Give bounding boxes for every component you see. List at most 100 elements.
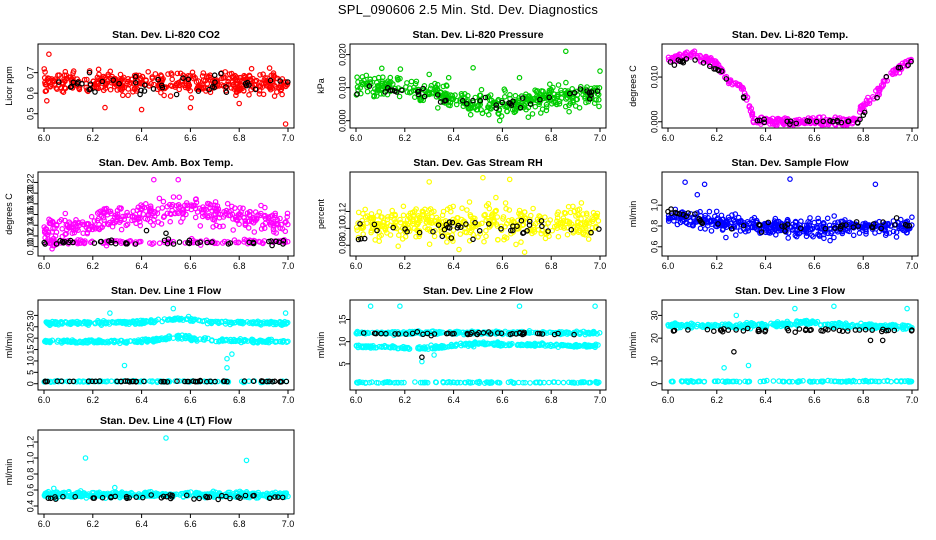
x-tick-label: 6.4	[135, 133, 148, 143]
y-tick-label: 20	[649, 333, 659, 343]
data-point	[423, 379, 429, 386]
data-point	[691, 48, 698, 55]
data-point	[594, 91, 601, 97]
x-tick-label: 7.0	[594, 133, 607, 143]
data-point	[221, 238, 228, 245]
y-tick-label: 0.10	[25, 238, 35, 256]
data-point	[273, 238, 279, 245]
data-point	[402, 233, 409, 240]
data-point	[204, 200, 211, 207]
data-point	[169, 201, 176, 208]
data-point	[219, 336, 226, 342]
data-point	[49, 246, 55, 252]
data-point	[268, 219, 275, 225]
data-point	[492, 208, 499, 215]
x-tick-label: 6.4	[135, 395, 148, 405]
data-point	[277, 379, 284, 385]
x-tick-label: 6.8	[545, 133, 558, 143]
data-point	[132, 241, 139, 247]
data-point	[756, 221, 762, 228]
data-point	[111, 337, 118, 344]
x-tick-label: 6.8	[545, 261, 558, 271]
data-point	[577, 83, 584, 90]
data-point	[562, 103, 569, 110]
x-tick-label: 6.4	[447, 395, 460, 405]
data-point	[522, 379, 529, 386]
data-point	[117, 238, 123, 245]
data-point	[250, 214, 256, 221]
data-point	[278, 221, 285, 228]
data-point	[222, 337, 228, 344]
series-black	[665, 206, 913, 235]
data-point	[867, 378, 874, 385]
data-point	[501, 86, 508, 93]
data-point	[449, 219, 456, 226]
x-tick-label: 6.6	[184, 519, 197, 529]
data-point	[550, 84, 556, 91]
data-point	[113, 319, 119, 326]
data-point	[596, 329, 603, 336]
data-point	[783, 229, 789, 235]
data-point	[568, 379, 575, 386]
data-point	[362, 206, 369, 213]
data-point	[547, 217, 554, 223]
data-point	[880, 323, 887, 330]
data-point	[389, 87, 396, 93]
data-point	[774, 321, 780, 328]
data-point	[160, 198, 167, 205]
data-point	[800, 377, 806, 384]
data-point	[445, 74, 452, 81]
data-point	[712, 58, 719, 65]
x-tick-label: 6.8	[233, 519, 246, 529]
data-point	[775, 228, 782, 234]
data-point	[149, 241, 155, 248]
data-point	[167, 218, 174, 225]
series-black	[41, 227, 287, 249]
data-point	[440, 208, 447, 215]
data-point	[761, 119, 768, 126]
data-point	[263, 338, 269, 345]
data-point	[527, 101, 534, 108]
data-point	[792, 329, 799, 336]
data-point	[895, 64, 902, 71]
data-point	[199, 73, 206, 79]
data-point	[259, 378, 266, 385]
data-point	[371, 221, 378, 228]
data-point	[62, 231, 68, 238]
data-point	[761, 116, 767, 123]
data-point	[250, 239, 257, 246]
data-point	[409, 330, 416, 337]
y-tick-label: 0.22	[25, 174, 35, 192]
panel-title: Stan. Dev. Li-820 CO2	[112, 29, 220, 41]
data-point	[845, 378, 852, 385]
x-tick-label: 6.6	[496, 133, 509, 143]
data-point	[831, 378, 838, 385]
data-point	[227, 321, 234, 328]
x-tick-label: 6.6	[808, 395, 821, 405]
data-point	[876, 87, 883, 94]
data-point	[383, 224, 390, 230]
data-point	[510, 98, 516, 105]
data-point	[123, 241, 129, 247]
data-point	[92, 339, 99, 346]
y-tick-label: 0.6	[25, 484, 35, 497]
data-point	[121, 319, 128, 326]
data-point	[81, 239, 88, 246]
data-point	[88, 213, 95, 220]
data-point	[84, 230, 91, 237]
data-point	[353, 224, 360, 231]
y-tick-label: 30	[649, 310, 659, 320]
data-point	[108, 239, 114, 246]
data-point	[468, 329, 475, 336]
data-point	[421, 345, 427, 352]
data-point	[892, 222, 898, 228]
x-tick-label: 6.8	[857, 133, 870, 143]
data-point	[713, 208, 720, 215]
data-point	[531, 224, 537, 231]
data-point	[174, 70, 181, 77]
y-tick-label: 0.8	[649, 220, 659, 233]
data-point	[905, 377, 911, 384]
data-point	[501, 236, 507, 243]
data-point	[147, 218, 154, 225]
data-point	[167, 93, 174, 99]
